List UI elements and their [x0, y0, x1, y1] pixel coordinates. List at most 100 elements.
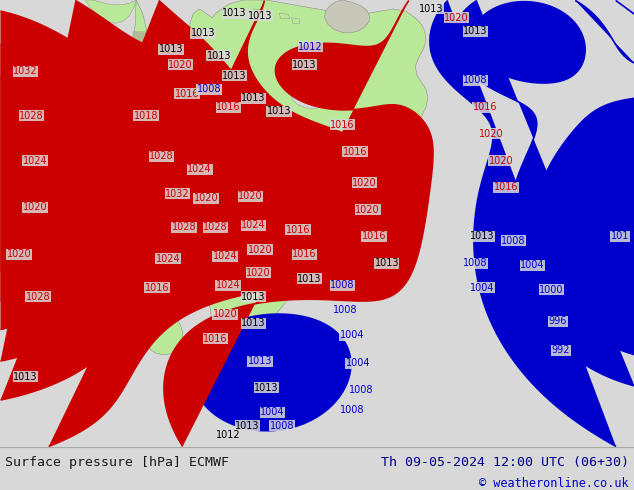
Point	[0, 442, 5, 450]
Point	[0, 442, 5, 450]
Text: 1013: 1013	[13, 372, 37, 382]
Text: © weatheronline.co.uk: © weatheronline.co.uk	[479, 477, 629, 490]
Text: 1013: 1013	[223, 71, 247, 81]
Text: 1008: 1008	[340, 405, 364, 415]
Polygon shape	[279, 13, 290, 19]
Text: 996: 996	[549, 316, 567, 326]
Text: 1016: 1016	[343, 147, 367, 157]
Text: 1016: 1016	[292, 249, 316, 259]
Ellipse shape	[104, 77, 109, 83]
Text: 1024: 1024	[23, 155, 47, 166]
Text: 1020: 1020	[248, 245, 272, 255]
Polygon shape	[116, 302, 129, 361]
Text: 1013: 1013	[375, 258, 399, 268]
Text: 1020: 1020	[247, 268, 271, 278]
Point	[0, 442, 5, 450]
Text: 1013: 1013	[235, 421, 259, 431]
Text: 1024: 1024	[188, 165, 212, 174]
Point	[0, 442, 5, 450]
Text: 1008: 1008	[501, 236, 526, 246]
Text: 1024: 1024	[242, 220, 266, 230]
Text: 1013: 1013	[242, 93, 266, 103]
Text: 1020: 1020	[238, 191, 262, 201]
Polygon shape	[126, 89, 139, 116]
Text: 1016: 1016	[330, 120, 354, 130]
Text: 1012: 1012	[216, 430, 240, 440]
Point	[0, 442, 5, 450]
Text: 1016: 1016	[362, 231, 386, 242]
Text: 1020: 1020	[489, 155, 513, 166]
Point	[0, 442, 5, 450]
Polygon shape	[290, 77, 337, 109]
Text: 1013: 1013	[470, 231, 494, 242]
Text: 1012: 1012	[299, 42, 323, 52]
Polygon shape	[254, 9, 265, 14]
Text: 1008: 1008	[270, 421, 294, 431]
Polygon shape	[86, 0, 136, 23]
Text: 1013: 1013	[223, 8, 247, 19]
Text: 1018: 1018	[134, 111, 158, 121]
Text: 1013: 1013	[248, 11, 272, 21]
Text: 1013: 1013	[254, 383, 278, 393]
Polygon shape	[128, 58, 145, 85]
Text: 1013: 1013	[419, 4, 443, 14]
Text: 1016: 1016	[204, 334, 228, 344]
Point	[0, 442, 5, 450]
Text: 1032: 1032	[13, 66, 37, 76]
Text: 1013: 1013	[267, 106, 291, 117]
Polygon shape	[292, 18, 300, 23]
Point	[0, 442, 5, 450]
Text: 1028: 1028	[26, 292, 50, 301]
Point	[0, 442, 5, 450]
Point	[0, 442, 5, 450]
Text: 1032: 1032	[165, 189, 190, 199]
Text: 1028: 1028	[204, 222, 228, 232]
Text: 1004: 1004	[470, 283, 494, 293]
Ellipse shape	[106, 87, 110, 92]
Text: 1020: 1020	[356, 204, 380, 215]
Text: 1013: 1013	[248, 356, 272, 366]
Text: 1008: 1008	[349, 385, 373, 395]
Text: 1004: 1004	[346, 358, 370, 368]
Text: 1013: 1013	[463, 26, 488, 36]
Point	[0, 442, 5, 450]
Polygon shape	[119, 232, 130, 259]
Text: 1024: 1024	[216, 280, 240, 291]
Text: 1020: 1020	[7, 249, 31, 259]
Point	[0, 442, 5, 450]
Text: 1024: 1024	[156, 254, 180, 264]
Text: 992: 992	[552, 345, 571, 355]
Text: 101: 101	[611, 231, 629, 242]
Text: 1020: 1020	[194, 194, 218, 203]
Text: 1013: 1013	[292, 60, 316, 70]
Text: 1020: 1020	[479, 129, 503, 139]
Text: 1008: 1008	[463, 258, 488, 268]
Text: 1004: 1004	[261, 408, 285, 417]
Text: 1004: 1004	[340, 330, 364, 341]
Text: 1020: 1020	[169, 60, 193, 70]
Text: 1028: 1028	[20, 111, 44, 121]
Text: 1016: 1016	[473, 102, 497, 112]
Text: 1013: 1013	[242, 292, 266, 301]
Text: 1028: 1028	[150, 151, 174, 161]
Text: 1016: 1016	[175, 89, 199, 98]
Text: 1020: 1020	[353, 178, 377, 188]
Text: 1013: 1013	[297, 274, 321, 284]
Text: 1016: 1016	[145, 283, 169, 293]
Text: Th 09-05-2024 12:00 UTC (06+30): Th 09-05-2024 12:00 UTC (06+30)	[381, 456, 629, 469]
Text: 1020: 1020	[23, 202, 47, 212]
Polygon shape	[133, 31, 152, 53]
Text: 1008: 1008	[463, 75, 488, 85]
Text: 1024: 1024	[213, 251, 237, 261]
Text: 1028: 1028	[172, 222, 196, 232]
Polygon shape	[124, 125, 136, 151]
Text: 1004: 1004	[521, 260, 545, 270]
Text: 1013: 1013	[191, 28, 215, 38]
Text: 1016: 1016	[494, 182, 518, 192]
Polygon shape	[107, 0, 428, 362]
Text: 1008: 1008	[330, 280, 354, 291]
Text: Surface pressure [hPa] ECMWF: Surface pressure [hPa] ECMWF	[5, 456, 229, 469]
Text: 1020: 1020	[444, 13, 469, 23]
Polygon shape	[325, 0, 370, 33]
Text: 1008: 1008	[333, 305, 358, 315]
